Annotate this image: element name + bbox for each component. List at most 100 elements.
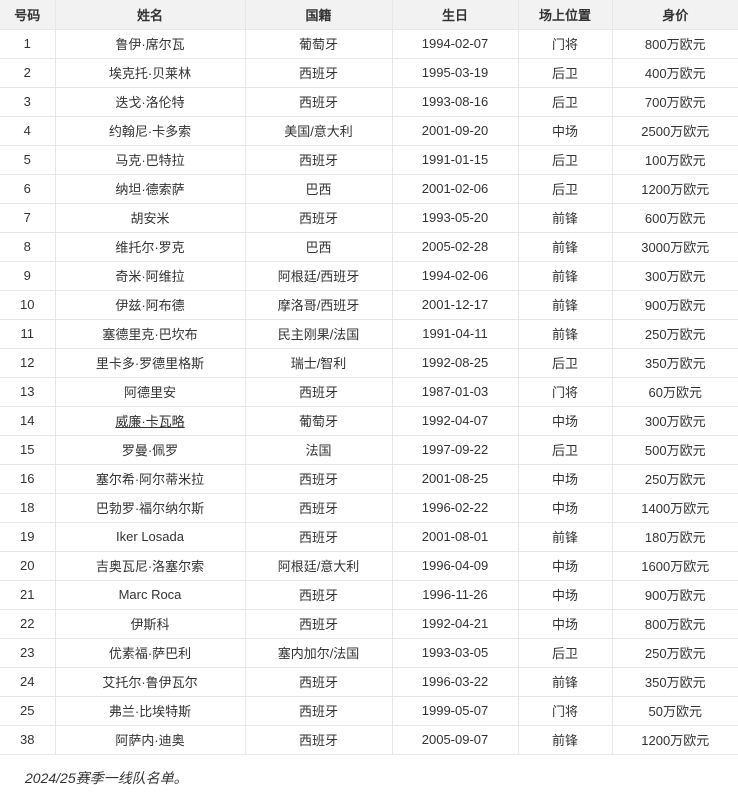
cell-name: Marc Roca [55,580,246,610]
cell-name: 塞尔希·阿尔蒂米拉 [55,464,246,494]
cell-number: 9 [0,261,56,291]
cell-nationality: 法国 [245,435,393,465]
cell-position: 前锋 [518,232,613,262]
cell-birthday: 2005-02-28 [392,232,519,262]
cell-name: 阿德里安 [55,377,246,407]
cell-value: 1400万欧元 [612,493,738,523]
cell-nationality: 西班牙 [245,696,393,726]
column-header-position: 场上位置 [518,0,613,30]
player-name-link[interactable]: 威廉·卡瓦略 [115,414,185,429]
cell-birthday: 1994-02-06 [392,261,519,291]
cell-value: 300万欧元 [612,406,738,436]
table-row: 6 纳坦·德索萨 巴西 2001-02-06 后卫 1200万欧元 [0,174,738,204]
cell-nationality: 西班牙 [245,580,393,610]
cell-number: 12 [0,348,56,378]
cell-number: 2 [0,58,56,88]
cell-birthday: 2001-08-25 [392,464,519,494]
cell-nationality: 阿根廷/意大利 [245,551,393,581]
table-row: 2 埃克托·贝莱林 西班牙 1995-03-19 后卫 400万欧元 [0,58,738,88]
cell-value: 1600万欧元 [612,551,738,581]
table-row: 19 Iker Losada 西班牙 2001-08-01 前锋 180万欧元 [0,522,738,552]
cell-name: 里卡多·罗德里格斯 [55,348,246,378]
cell-position: 门将 [518,29,613,59]
cell-number: 16 [0,464,56,494]
cell-birthday: 2005-09-07 [392,725,519,755]
cell-number: 20 [0,551,56,581]
cell-position: 前锋 [518,667,613,697]
cell-value: 400万欧元 [612,58,738,88]
table-row: 24 艾托尔·鲁伊瓦尔 西班牙 1996-03-22 前锋 350万欧元 [0,667,738,697]
table-row: 13 阿德里安 西班牙 1987-01-03 门将 60万欧元 [0,377,738,407]
cell-number: 5 [0,145,56,175]
cell-position: 后卫 [518,435,613,465]
cell-number: 6 [0,174,56,204]
cell-position: 中场 [518,406,613,436]
cell-value: 350万欧元 [612,348,738,378]
cell-number: 13 [0,377,56,407]
cell-position: 中场 [518,551,613,581]
cell-value: 800万欧元 [612,609,738,639]
cell-value: 350万欧元 [612,667,738,697]
cell-position: 门将 [518,377,613,407]
cell-birthday: 1993-05-20 [392,203,519,233]
cell-number: 3 [0,87,56,117]
cell-value: 250万欧元 [612,638,738,668]
cell-nationality: 西班牙 [245,667,393,697]
cell-name: 艾托尔·鲁伊瓦尔 [55,667,246,697]
table-caption: 2024/25赛季一线队名单。 [25,769,188,786]
cell-nationality: 葡萄牙 [245,29,393,59]
cell-value: 600万欧元 [612,203,738,233]
roster-table: 号码 姓名 国籍 生日 场上位置 身价 1 鲁伊·席尔瓦 葡萄牙 1994-02-07 门将 800… [0,0,738,755]
cell-birthday: 1996-03-22 [392,667,519,697]
cell-nationality: 阿根廷/西班牙 [245,261,393,291]
cell-position: 后卫 [518,348,613,378]
table-row: 4 约翰尼·卡多索 美国/意大利 2001-09-20 中场 2500万欧元 [0,116,738,146]
table-row: 3 迭戈·洛伦特 西班牙 1993-08-16 后卫 700万欧元 [0,87,738,117]
cell-nationality: 瑞士/智利 [245,348,393,378]
cell-nationality: 西班牙 [245,609,393,639]
cell-number: 23 [0,638,56,668]
cell-position: 前锋 [518,522,613,552]
table-row: 21 Marc Roca 西班牙 1996-11-26 中场 900万欧元 [0,580,738,610]
cell-position: 后卫 [518,87,613,117]
table-row: 22 伊斯科 西班牙 1992-04-21 中场 800万欧元 [0,609,738,639]
cell-birthday: 2001-02-06 [392,174,519,204]
table-row: 8 维托尔·罗克 巴西 2005-02-28 前锋 3000万欧元 [0,232,738,262]
cell-position: 前锋 [518,725,613,755]
cell-name: 伊斯科 [55,609,246,639]
table-row: 1 鲁伊·席尔瓦 葡萄牙 1994-02-07 门将 800万欧元 [0,29,738,59]
cell-nationality: 塞内加尔/法国 [245,638,393,668]
cell-birthday: 1992-04-07 [392,406,519,436]
cell-birthday: 1993-08-16 [392,87,519,117]
cell-number: 1 [0,29,56,59]
cell-number: 25 [0,696,56,726]
cell-number: 21 [0,580,56,610]
table-row: 23 优素福·萨巴利 塞内加尔/法国 1993-03-05 后卫 250万欧元 [0,638,738,668]
column-header-nationality: 国籍 [245,0,393,30]
cell-name: 威廉·卡瓦略 [55,406,246,436]
cell-number: 4 [0,116,56,146]
cell-value: 2500万欧元 [612,116,738,146]
cell-value: 500万欧元 [612,435,738,465]
column-header-number: 号码 [0,0,56,30]
cell-birthday: 1993-03-05 [392,638,519,668]
cell-name: 塞德里克·巴坎布 [55,319,246,349]
cell-name: 巴勃罗·福尔纳尔斯 [55,493,246,523]
cell-value: 900万欧元 [612,580,738,610]
cell-position: 前锋 [518,290,613,320]
cell-birthday: 1987-01-03 [392,377,519,407]
cell-birthday: 1996-02-22 [392,493,519,523]
cell-nationality: 西班牙 [245,87,393,117]
table-row: 10 伊兹·阿布德 摩洛哥/西班牙 2001-12-17 前锋 900万欧元 [0,290,738,320]
cell-name: 弗兰·比埃特斯 [55,696,246,726]
table-row: 16 塞尔希·阿尔蒂米拉 西班牙 2001-08-25 中场 250万欧元 [0,464,738,494]
column-header-birthday: 生日 [392,0,519,30]
cell-birthday: 1999-05-07 [392,696,519,726]
cell-nationality: 摩洛哥/西班牙 [245,290,393,320]
cell-nationality: 西班牙 [245,522,393,552]
table-header-row: 号码 姓名 国籍 生日 场上位置 身价 [0,0,738,30]
cell-birthday: 1994-02-07 [392,29,519,59]
table-row: 15 罗曼·佩罗 法国 1997-09-22 后卫 500万欧元 [0,435,738,465]
cell-name: 吉奥瓦尼·洛塞尔索 [55,551,246,581]
cell-position: 门将 [518,696,613,726]
